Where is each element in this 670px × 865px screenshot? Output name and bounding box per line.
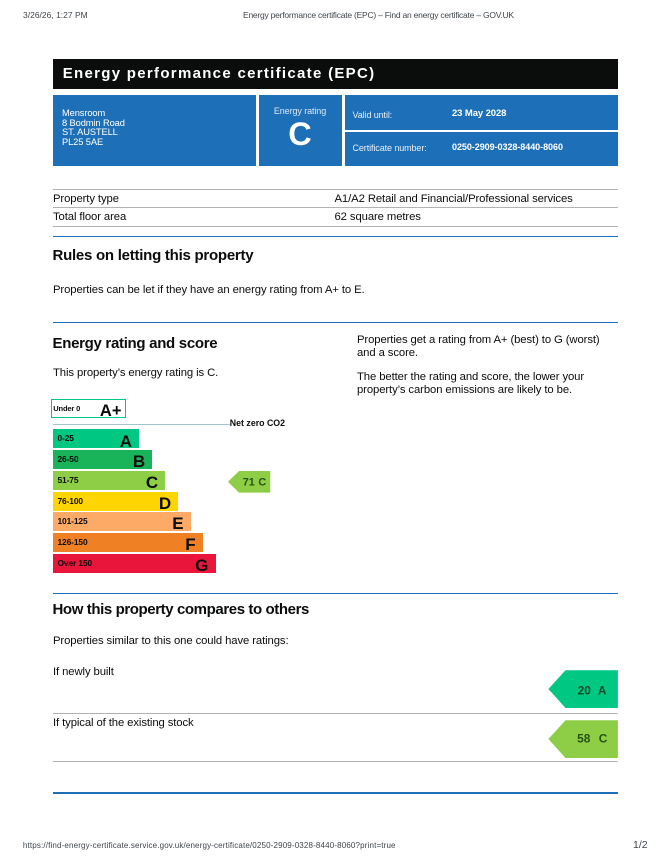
svg-text:C: C bbox=[599, 732, 608, 746]
svg-text:A: A bbox=[598, 684, 607, 698]
svg-text:58: 58 bbox=[577, 732, 591, 746]
svg-text:C: C bbox=[258, 476, 266, 488]
svg-text:20: 20 bbox=[578, 684, 592, 698]
svg-text:71: 71 bbox=[243, 476, 255, 488]
